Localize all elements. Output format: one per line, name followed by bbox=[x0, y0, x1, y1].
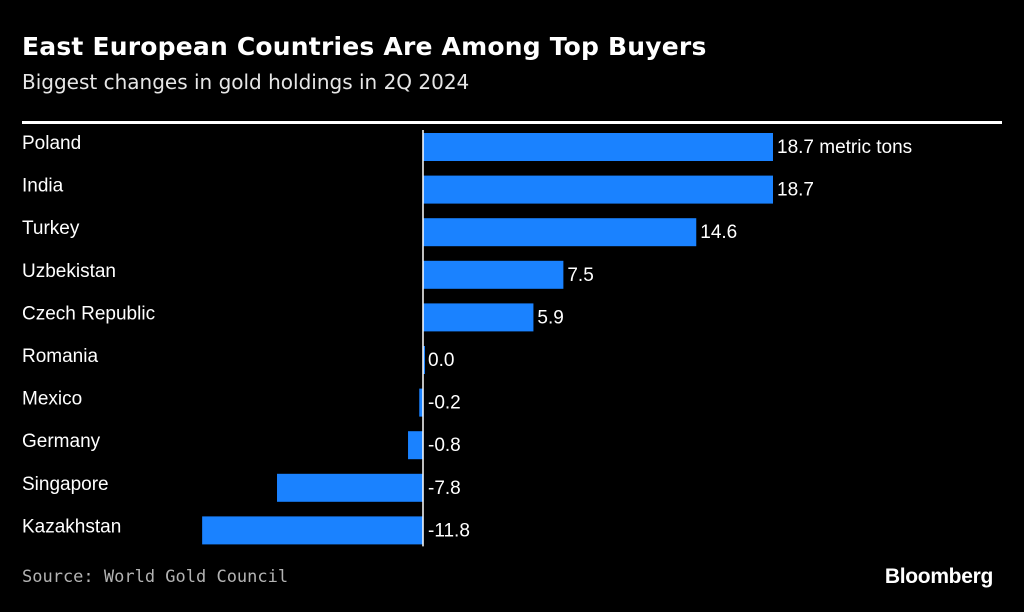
category-label: Uzbekistan bbox=[22, 261, 116, 282]
source-note: Source: World Gold Council bbox=[22, 567, 289, 587]
value-label: 14.6 bbox=[700, 222, 737, 243]
category-label: Kazakhstan bbox=[22, 516, 121, 537]
value-label: 0.0 bbox=[428, 350, 454, 371]
header-rule bbox=[22, 121, 1002, 124]
chart-subtitle: Biggest changes in gold holdings in 2Q 2… bbox=[22, 70, 470, 94]
bar bbox=[408, 431, 423, 460]
value-label: 18.7 metric tons bbox=[777, 137, 912, 158]
value-label: -11.8 bbox=[428, 520, 470, 541]
category-label: Romania bbox=[22, 346, 98, 367]
category-label: Turkey bbox=[22, 218, 80, 239]
bar bbox=[202, 516, 423, 545]
bar bbox=[277, 473, 423, 502]
bar bbox=[423, 133, 773, 161]
value-label: -7.8 bbox=[428, 478, 461, 499]
category-label: Germany bbox=[22, 431, 101, 452]
category-label: Singapore bbox=[22, 474, 109, 495]
bloomberg-logo: Bloomberg bbox=[884, 565, 993, 588]
bar bbox=[423, 260, 564, 289]
bars-layer: Poland 18.7 metric tons India 18.7 Turkey 14.… bbox=[22, 133, 912, 545]
category-label: Mexico bbox=[22, 389, 82, 410]
bar bbox=[423, 346, 425, 374]
bar bbox=[423, 175, 773, 204]
value-label: -0.8 bbox=[428, 435, 461, 456]
value-label: 5.9 bbox=[537, 307, 563, 328]
category-label: India bbox=[22, 176, 64, 197]
category-label: Czech Republic bbox=[22, 303, 155, 324]
bar bbox=[423, 303, 534, 332]
bar bbox=[423, 218, 697, 247]
value-label: 7.5 bbox=[567, 265, 593, 286]
chart-title: East European Countries Are Among Top Bu… bbox=[22, 32, 707, 61]
category-label: Poland bbox=[22, 133, 81, 154]
value-label: 18.7 bbox=[777, 180, 814, 201]
bar bbox=[419, 388, 423, 417]
value-label: -0.2 bbox=[428, 393, 461, 414]
